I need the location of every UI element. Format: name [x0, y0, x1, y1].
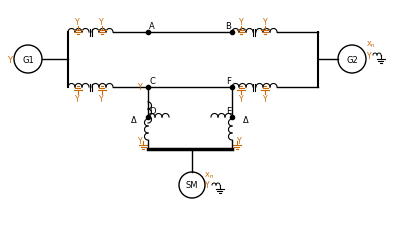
Text: Y: Y: [138, 82, 143, 91]
Text: E: E: [226, 106, 231, 116]
Text: Y: Y: [239, 94, 244, 103]
Text: Y: Y: [237, 136, 242, 145]
Text: Y: Y: [99, 94, 104, 103]
Text: Y: Y: [75, 94, 80, 103]
Text: A: A: [149, 22, 155, 31]
Text: D: D: [149, 106, 156, 116]
Text: F: F: [226, 77, 231, 86]
Text: Y: Y: [99, 17, 104, 26]
Text: Δ: Δ: [243, 115, 249, 124]
Text: B: B: [225, 22, 231, 31]
Text: G1: G1: [22, 55, 34, 64]
Text: n: n: [371, 43, 375, 48]
Text: X: X: [367, 41, 372, 47]
Text: C: C: [149, 77, 155, 86]
Text: Y: Y: [7, 55, 13, 64]
Text: Y: Y: [263, 17, 268, 26]
Text: G2: G2: [346, 55, 358, 64]
Text: Y: Y: [367, 51, 372, 60]
Text: Y: Y: [263, 94, 268, 103]
Text: Y: Y: [138, 136, 143, 145]
Text: SM: SM: [186, 181, 198, 190]
Text: Y: Y: [205, 181, 210, 190]
Text: n: n: [209, 173, 212, 178]
Text: X: X: [205, 171, 210, 177]
Text: Δ: Δ: [131, 115, 137, 124]
Text: Y: Y: [75, 17, 80, 26]
Text: Y: Y: [239, 17, 244, 26]
